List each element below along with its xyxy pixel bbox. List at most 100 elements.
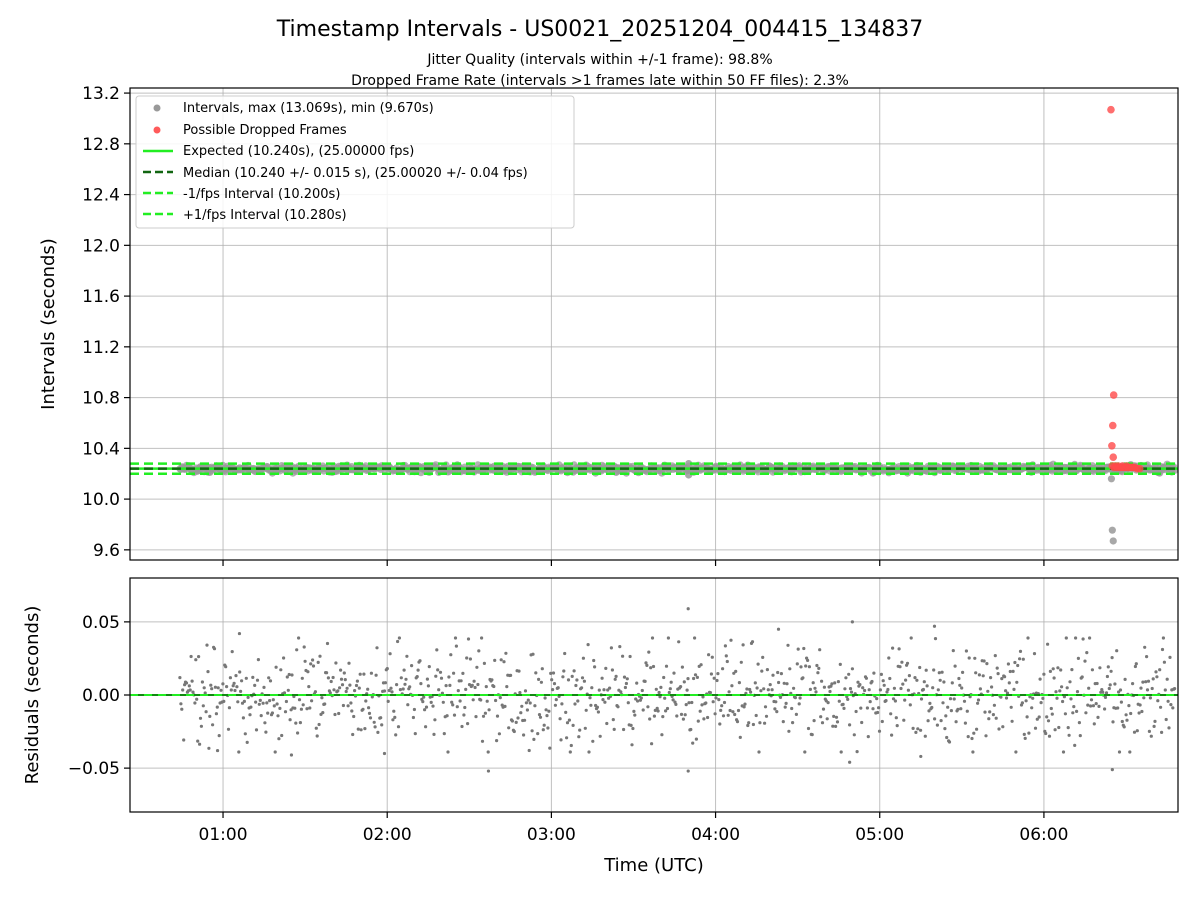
residual-point xyxy=(450,700,454,704)
residual-point xyxy=(447,675,451,679)
residual-point xyxy=(446,750,450,754)
residual-point xyxy=(939,719,943,723)
residual-point xyxy=(551,671,556,675)
residual-point xyxy=(608,686,612,690)
residual-point xyxy=(841,702,845,707)
residual-point xyxy=(1009,705,1013,709)
residual-point xyxy=(890,733,894,737)
residual-point xyxy=(1106,665,1110,669)
residual-point xyxy=(859,706,863,710)
residual-point xyxy=(394,733,398,737)
residual-point xyxy=(709,672,714,676)
residual-point xyxy=(639,696,643,700)
residual-point xyxy=(647,650,651,654)
residual-point xyxy=(439,676,444,680)
residual-point xyxy=(565,736,569,740)
residual-point xyxy=(263,721,267,725)
residual-point xyxy=(600,676,604,680)
residual-point xyxy=(1024,699,1028,703)
residual-outlier-point xyxy=(686,607,690,611)
residual-point xyxy=(669,680,673,684)
residual-point xyxy=(582,679,587,683)
residual-point xyxy=(737,681,742,685)
residual-point xyxy=(933,637,938,641)
residual-point xyxy=(416,668,420,672)
residual-point xyxy=(900,660,904,664)
residual-point xyxy=(437,688,441,692)
residual-point xyxy=(462,713,466,717)
residual-point xyxy=(548,746,552,750)
residual-point xyxy=(727,690,731,694)
residual-point xyxy=(405,654,409,658)
residual-point xyxy=(499,658,503,662)
residual-point xyxy=(350,709,354,713)
residual-point xyxy=(1021,657,1025,661)
residual-point xyxy=(975,727,979,731)
residual-point xyxy=(1148,696,1152,700)
residual-point xyxy=(1037,715,1041,719)
residual-point xyxy=(235,685,239,689)
residual-point xyxy=(310,699,314,703)
residual-point xyxy=(399,676,403,680)
residual-point xyxy=(1135,729,1139,733)
residual-point xyxy=(241,716,245,720)
residual-point xyxy=(524,701,529,705)
residual-point xyxy=(686,677,690,681)
residual-point xyxy=(894,716,898,720)
residual-point xyxy=(641,708,645,712)
residual-point xyxy=(682,680,686,684)
residual-point xyxy=(1138,703,1142,707)
residual-point xyxy=(1086,703,1090,707)
intervals-y-tick-label: 13.2 xyxy=(82,84,120,104)
residual-point xyxy=(913,676,917,680)
residual-point xyxy=(1140,709,1144,714)
residual-point xyxy=(359,728,363,732)
residual-point xyxy=(517,669,521,673)
residual-point xyxy=(672,671,676,675)
residual-point xyxy=(876,710,880,715)
residual-point xyxy=(534,671,538,675)
residual-point xyxy=(211,723,215,727)
residual-point xyxy=(781,720,785,724)
residual-point xyxy=(284,699,288,704)
residual-point xyxy=(487,708,491,712)
residual-point xyxy=(758,721,762,725)
residual-point xyxy=(677,640,681,644)
residual-point xyxy=(294,721,298,725)
residual-point xyxy=(461,671,465,676)
residual-point xyxy=(311,658,315,662)
residual-point xyxy=(692,676,696,681)
residual-point xyxy=(230,650,234,654)
residual-point xyxy=(1150,686,1154,691)
residual-point xyxy=(1055,696,1059,700)
residual-point xyxy=(424,725,428,729)
residual-point xyxy=(1041,696,1045,701)
legend: Intervals, max (13.069s), min (9.670s) P… xyxy=(135,95,575,229)
residual-point xyxy=(1151,677,1155,681)
residual-point xyxy=(681,717,686,721)
residual-point xyxy=(741,643,745,647)
residual-point xyxy=(746,723,750,728)
residual-point xyxy=(224,665,228,669)
residual-point xyxy=(254,728,259,732)
residual-point xyxy=(1046,642,1050,646)
residual-point xyxy=(316,660,320,665)
residual-point xyxy=(189,654,193,659)
residual-point xyxy=(539,680,544,684)
residual-point xyxy=(914,730,918,735)
residual-outlier-point xyxy=(932,624,937,628)
intervals-y-tick-label: 12.4 xyxy=(82,186,120,206)
residual-points xyxy=(178,607,1177,773)
residual-point xyxy=(976,698,981,702)
residual-point xyxy=(471,698,475,702)
residual-point xyxy=(855,750,859,754)
residual-point xyxy=(1045,715,1049,719)
residual-point xyxy=(553,703,558,707)
residual-point xyxy=(895,724,899,728)
residuals-y-tick-label: −0.05 xyxy=(68,759,120,779)
residual-outlier-point xyxy=(237,631,242,636)
residual-point xyxy=(475,665,479,669)
residual-point xyxy=(268,679,273,683)
residual-point xyxy=(339,668,343,672)
residual-point xyxy=(566,678,571,682)
